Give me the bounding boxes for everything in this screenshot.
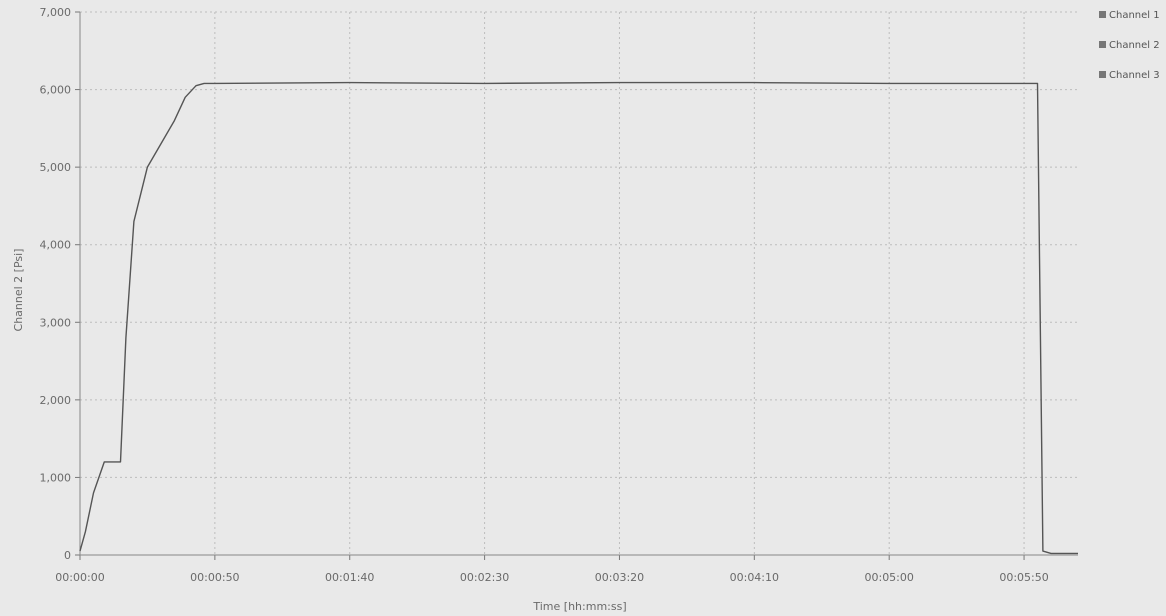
y-tick-label: 7,000 xyxy=(40,6,72,19)
legend-entry: Channel 2 xyxy=(1109,40,1160,51)
x-tick-label: 00:03:20 xyxy=(595,571,644,584)
x-tick-label: 00:04:10 xyxy=(730,571,779,584)
legend-entry: Channel 3 xyxy=(1109,70,1160,81)
x-tick-label: 00:05:50 xyxy=(999,571,1048,584)
y-tick-label: 4,000 xyxy=(40,239,72,252)
x-tick-label: 00:00:00 xyxy=(55,571,104,584)
y-axis-title: Channel 2 [Psi] xyxy=(12,249,25,332)
legend-swatch xyxy=(1099,41,1106,48)
y-tick-label: 5,000 xyxy=(40,161,72,174)
y-tick-label: 1,000 xyxy=(40,471,72,484)
y-tick-label: 3,000 xyxy=(40,316,72,329)
x-tick-label: 00:00:50 xyxy=(190,571,239,584)
axes: 0 1,000 2,000 3,000 4,000 5,000 6,000 7,000 00:0… xyxy=(40,6,1078,584)
x-tick-label: 00:02:30 xyxy=(460,571,509,584)
series-line-channel-2 xyxy=(79,81,1078,555)
y-tick-label: 6,000 xyxy=(40,84,72,97)
x-tick-label: 00:01:40 xyxy=(325,571,374,584)
series-layer xyxy=(79,81,1078,555)
x-tick-label: 00:05:00 xyxy=(864,571,913,584)
legend: Channel 1 Channel 2 Channel 3 xyxy=(1099,10,1160,81)
legend-swatch xyxy=(1099,11,1106,18)
x-axis-title: Time [hh:mm:ss] xyxy=(532,600,626,613)
y-tick-label: 0 xyxy=(64,549,71,562)
y-tick-label: 2,000 xyxy=(40,394,72,407)
legend-swatch xyxy=(1099,71,1106,78)
legend-entry: Channel 1 xyxy=(1109,10,1160,21)
